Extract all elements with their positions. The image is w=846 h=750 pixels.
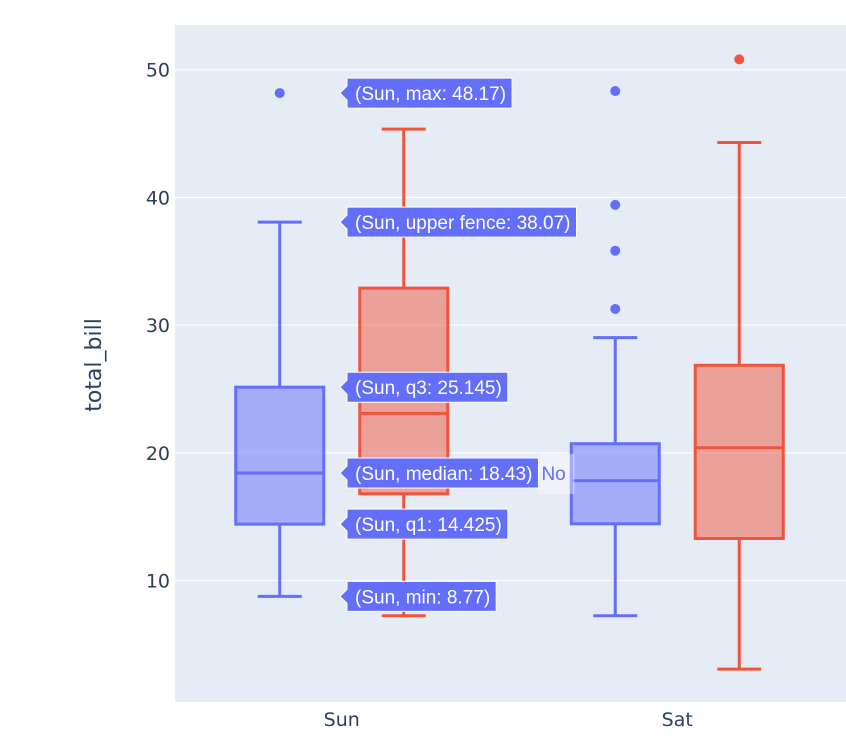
hover-label-box (339, 508, 509, 540)
hover-label-text: (Sun, max: 48.17) (355, 84, 506, 105)
outlier-point (734, 54, 745, 65)
y-tick-label: 50 (146, 60, 170, 82)
outlier-point (274, 88, 285, 99)
hover-series-label: No (541, 464, 565, 485)
hover-label-text: (Sun, q1: 14.425) (355, 515, 502, 536)
hover-label-box (339, 457, 539, 489)
hover-series-box (538, 453, 575, 494)
hover-label-box (339, 206, 577, 238)
hover-label-box (339, 371, 509, 403)
outlier-point (610, 245, 621, 256)
x-tick-label: Sun (324, 709, 360, 731)
hover-label-text: (Sun, median: 18.43) (355, 464, 532, 485)
box-sun-0 (234, 88, 326, 598)
hover-label: (Sun, upper fence: 38.07) (339, 206, 577, 238)
hover-label: (Sun, q3: 25.145) (339, 371, 509, 403)
hover-label-text: (Sun, upper fence: 38.07) (355, 213, 570, 234)
x-tick-label: Sat (662, 709, 693, 731)
hover-label-box (339, 77, 513, 109)
hover-label: (Sun, max: 48.17) (339, 77, 513, 109)
outlier-point (610, 86, 621, 97)
iqr-box (234, 385, 326, 526)
hover-label-text: (Sun, min: 8.77) (355, 587, 490, 608)
box-sat-0 (569, 86, 661, 618)
y-tick-label: 30 (146, 315, 170, 337)
hover-label: (Sun, min: 8.77) (339, 580, 497, 612)
outlier-point (610, 199, 621, 210)
iqr-box (569, 442, 661, 526)
y-tick-label: 20 (146, 443, 170, 465)
box-sat-1 (693, 54, 785, 671)
y-axis-label: total_bill (82, 318, 107, 412)
plot-background (175, 25, 846, 702)
hover-label: (Sun, q1: 14.425) (339, 508, 509, 540)
y-tick-label: 10 (146, 571, 170, 593)
iqr-box (693, 363, 785, 540)
y-tick-label: 40 (146, 187, 170, 209)
hover-label-box (339, 580, 497, 612)
outlier-point (610, 303, 621, 314)
hover-label: (Sun, median: 18.43) No (339, 453, 575, 494)
hover-label-text: (Sun, q3: 25.145) (355, 378, 502, 399)
